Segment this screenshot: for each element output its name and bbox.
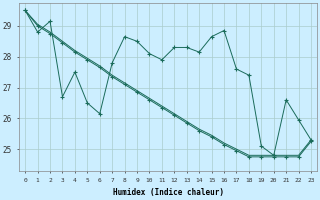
X-axis label: Humidex (Indice chaleur): Humidex (Indice chaleur) bbox=[113, 188, 224, 197]
